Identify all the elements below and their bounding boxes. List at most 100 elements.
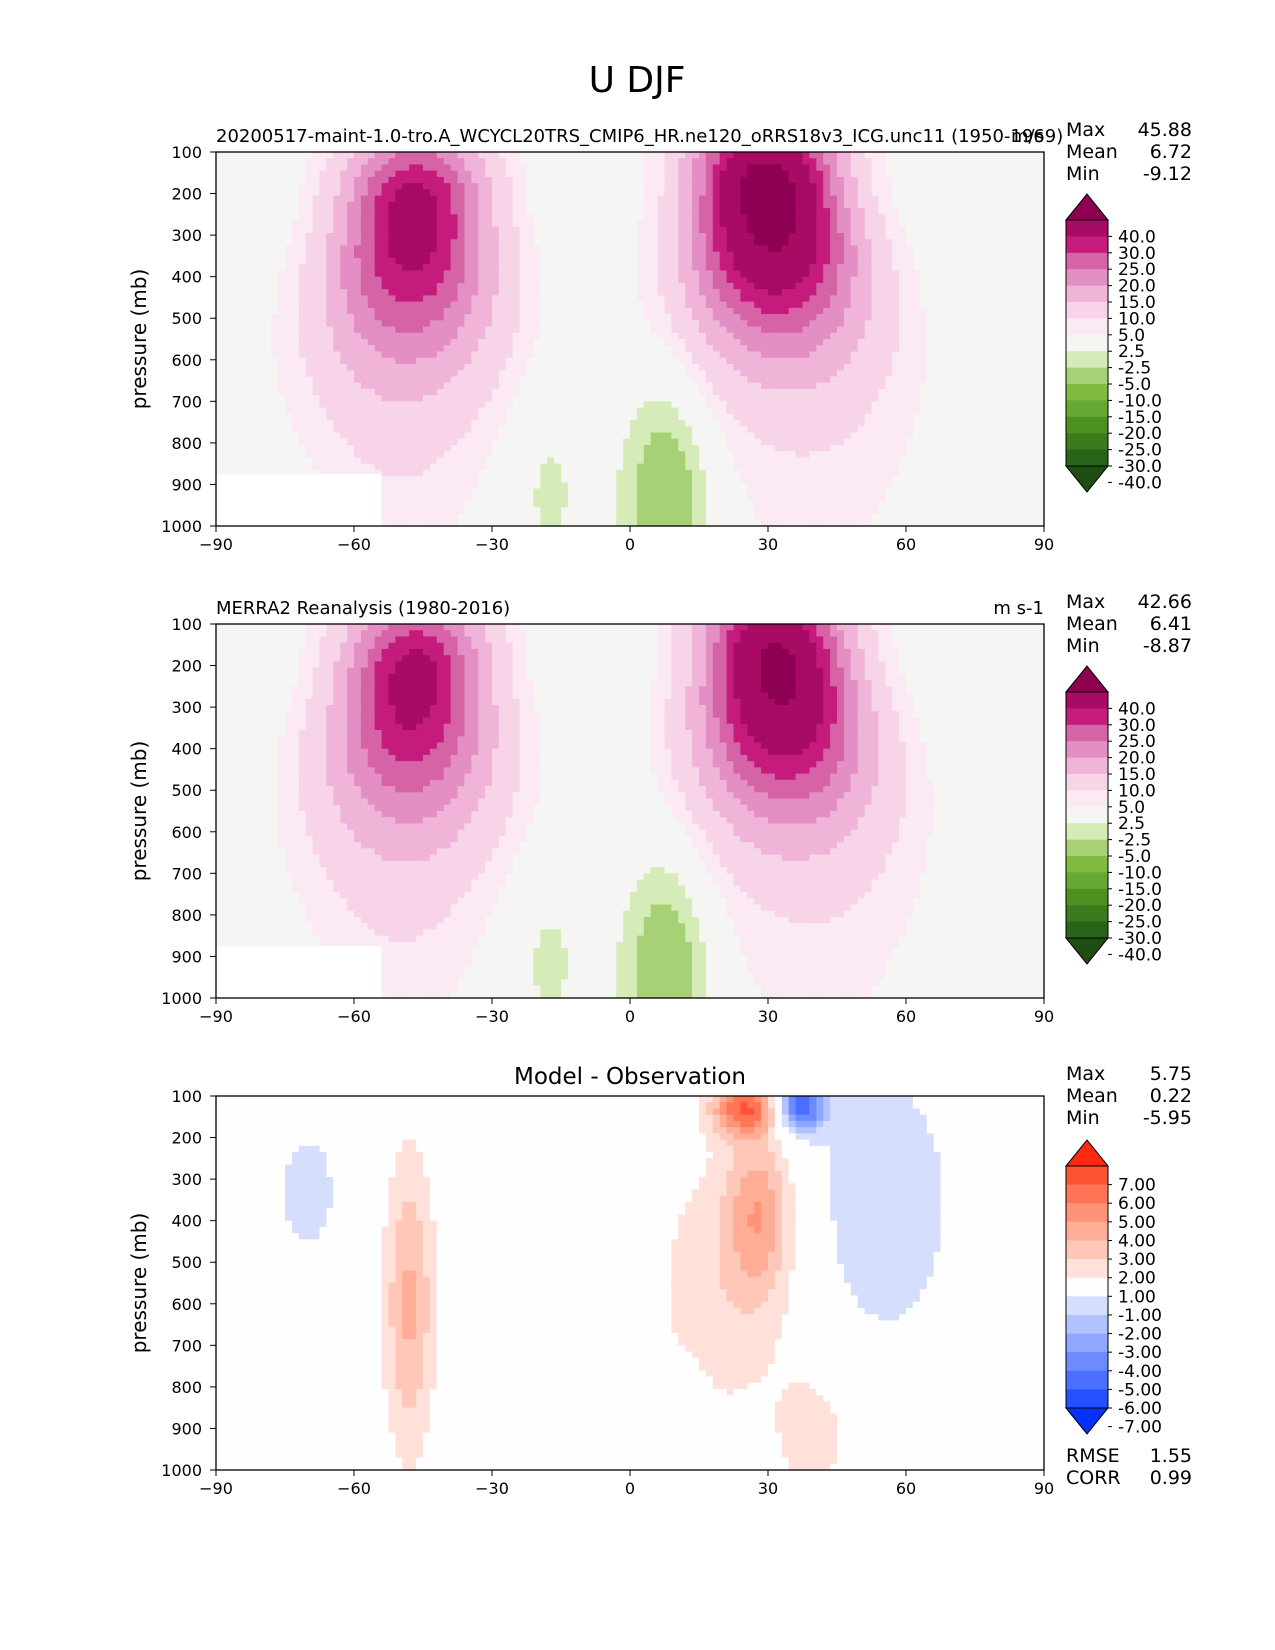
contour-cell [795, 264, 804, 272]
contour-cell [954, 388, 962, 396]
contour-cell [450, 363, 459, 371]
contour-cell [229, 357, 238, 365]
contour-cell [816, 282, 824, 290]
contour-cell [906, 195, 914, 203]
contour-cell [975, 170, 983, 178]
contour-cell [457, 357, 465, 365]
contour-cell [664, 339, 672, 346]
contour-cell [643, 251, 652, 259]
contour-cell [802, 326, 810, 334]
contour-cell [492, 388, 500, 396]
contour-cell [595, 388, 603, 396]
contour-cell [1023, 257, 1031, 265]
contour-cell [809, 282, 817, 290]
contour-cell [312, 257, 321, 265]
contour-cell [837, 351, 845, 359]
contour-cell [409, 382, 417, 390]
contour-cell [823, 282, 831, 290]
contour-cell [471, 382, 479, 390]
contour-cell [416, 233, 424, 240]
contour-cell [595, 395, 603, 402]
contour-cell [354, 388, 362, 396]
contour-cell [298, 257, 307, 265]
contour-cell [581, 370, 590, 377]
contour-cell [340, 208, 348, 215]
contour-cell [464, 251, 472, 259]
contour-cell [602, 239, 610, 247]
contour-cell [795, 257, 804, 265]
contour-cell [257, 251, 265, 259]
contour-cell [919, 239, 928, 247]
contour-cell [650, 276, 659, 284]
contour-cell [395, 314, 403, 321]
contour-cell [492, 270, 500, 278]
contour-cell [1002, 345, 1011, 353]
contour-cell [795, 239, 804, 247]
contour-cell [912, 345, 921, 353]
contour-cell [954, 189, 962, 197]
contour-cell [395, 345, 403, 353]
contour-cell [450, 351, 459, 359]
contour-cell [705, 388, 714, 396]
contour-cell [485, 233, 493, 240]
contour-cell [747, 201, 755, 209]
contour-cell [733, 314, 741, 321]
contour-cell [298, 363, 307, 371]
contour-cell [685, 201, 693, 209]
contour-cell [712, 326, 721, 334]
contour-cell [519, 407, 528, 415]
contour-cell [747, 158, 755, 166]
contour-cell [533, 295, 541, 303]
contour-cell [885, 376, 893, 384]
contour-cell [505, 326, 514, 334]
contour-cell [926, 214, 935, 222]
contour-cell [291, 388, 300, 396]
contour-cell [616, 376, 624, 384]
contour-cell [381, 320, 390, 328]
contour-cell [485, 363, 493, 371]
contour-cell [567, 345, 576, 353]
contour-cell [1016, 152, 1024, 159]
contour-cell [547, 170, 555, 178]
contour-cell [347, 376, 355, 384]
contour-cell [526, 195, 534, 203]
contour-cell [774, 170, 783, 178]
contour-cell [788, 363, 797, 371]
contour-cell [609, 214, 617, 222]
contour-cell [333, 289, 341, 296]
contour-cell [278, 314, 286, 321]
contour-cell [830, 208, 838, 215]
contour-cell [395, 388, 403, 396]
contour-cell [526, 351, 534, 359]
contour-cell [650, 251, 659, 259]
contour-cell [643, 233, 652, 240]
contour-cell [216, 282, 224, 290]
contour-cell [374, 282, 383, 290]
contour-cell [429, 164, 438, 172]
contour-cell [464, 233, 472, 240]
contour-cell [678, 195, 686, 203]
contour-cell [526, 164, 534, 172]
contour-cell [768, 351, 776, 359]
contour-cell [892, 307, 900, 315]
contour-cell [726, 189, 735, 197]
contour-cell [388, 295, 396, 303]
contour-cell [940, 226, 948, 234]
contour-cell [498, 282, 507, 290]
contour-cell [264, 195, 272, 203]
contour-cell [271, 257, 279, 265]
contour-cell [740, 326, 748, 334]
contour-cell [567, 176, 576, 184]
contour-cell [423, 239, 431, 247]
contour-cell [395, 401, 403, 409]
contour-cell [326, 401, 334, 409]
contour-cell [471, 264, 479, 272]
contour-cell [409, 220, 417, 228]
contour-cell [505, 295, 514, 303]
contour-cell [795, 332, 804, 340]
contour-cell [961, 314, 969, 321]
contour-cell [547, 395, 555, 402]
contour-cell [774, 158, 783, 166]
contour-cell [961, 170, 969, 178]
contour-cell [650, 339, 659, 346]
